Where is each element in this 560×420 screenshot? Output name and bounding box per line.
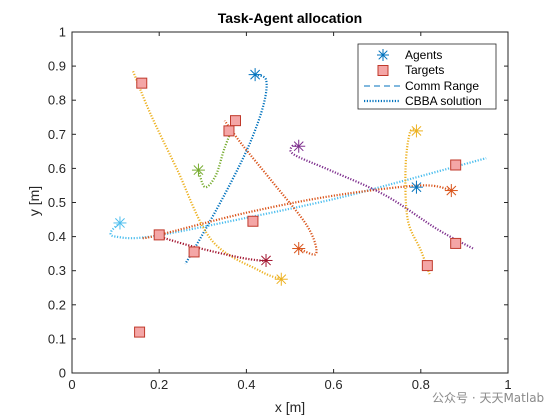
legend-targets-icon [377, 65, 389, 76]
y-axis-label: y [m] [26, 186, 42, 216]
x-tick-label: 0.6 [325, 377, 343, 392]
y-tick-label: 0.4 [48, 229, 66, 244]
y-tick-label: 0.9 [48, 59, 66, 74]
legend-agents-icon [377, 49, 389, 61]
cbba-path [404, 128, 431, 275]
x-tick-label: 0.4 [237, 377, 255, 392]
agent-marker [444, 184, 458, 198]
x-axis: 0 0.2 0.4 0.6 0.8 1 [68, 32, 512, 392]
cbba-path [289, 144, 474, 250]
target-marker [136, 77, 148, 89]
x-tick-label: 1 [504, 377, 511, 392]
agent-marker [409, 180, 423, 194]
cbba-path [132, 70, 282, 281]
target-marker [421, 260, 433, 272]
y-tick-label: 0.2 [48, 297, 66, 312]
x-tick-label: 0.8 [412, 377, 430, 392]
agent-marker [274, 272, 288, 286]
target-marker [188, 246, 200, 258]
y-tick-label: 0 [59, 366, 66, 381]
x-tick-label: 0 [68, 377, 75, 392]
target-marker [450, 237, 462, 249]
y-tick-label: 1 [59, 25, 66, 40]
agent-marker [292, 139, 306, 153]
y-tick-label: 0.8 [48, 93, 66, 108]
legend-targets-label: Targets [405, 63, 444, 77]
target-marker [153, 229, 165, 241]
legend-cbba-label: CBBA solution [405, 94, 482, 108]
target-marker [134, 326, 146, 338]
agent-marker [191, 163, 205, 177]
y-tick-label: 0.3 [48, 263, 66, 278]
x-tick-label: 0.2 [150, 377, 168, 392]
agent-marker [259, 253, 273, 267]
legend: Agents Targets Comm Range CBBA solution [357, 43, 497, 110]
agent-marker [409, 124, 423, 138]
cbba-path [184, 73, 268, 265]
target-marker [223, 125, 235, 137]
target-marker [450, 159, 462, 171]
legend-agents-label: Agents [405, 48, 442, 62]
x-axis-label: x [m] [275, 399, 305, 415]
target-marker [247, 215, 259, 227]
targets-layer [134, 77, 462, 338]
chart-title: Task-Agent allocation [218, 10, 362, 26]
agents-layer [113, 68, 458, 286]
target-marker [230, 115, 241, 127]
watermark-text: 公众号 · 天天Matlab [432, 391, 544, 405]
legend-comm-range-label: Comm Range [405, 79, 479, 93]
y-tick-label: 0.1 [48, 331, 66, 346]
agent-marker [113, 216, 127, 230]
y-tick-label: 0.7 [48, 127, 66, 142]
y-tick-label: 0.5 [48, 195, 66, 210]
agent-marker [292, 242, 306, 256]
y-tick-label: 0.6 [48, 161, 66, 176]
agent-marker [248, 68, 262, 82]
y-axis: 0 0.1 0.2 0.3 0.4 0.5 0.6 0.7 0.8 0.9 1 [48, 25, 508, 381]
cbba-path [197, 120, 237, 189]
